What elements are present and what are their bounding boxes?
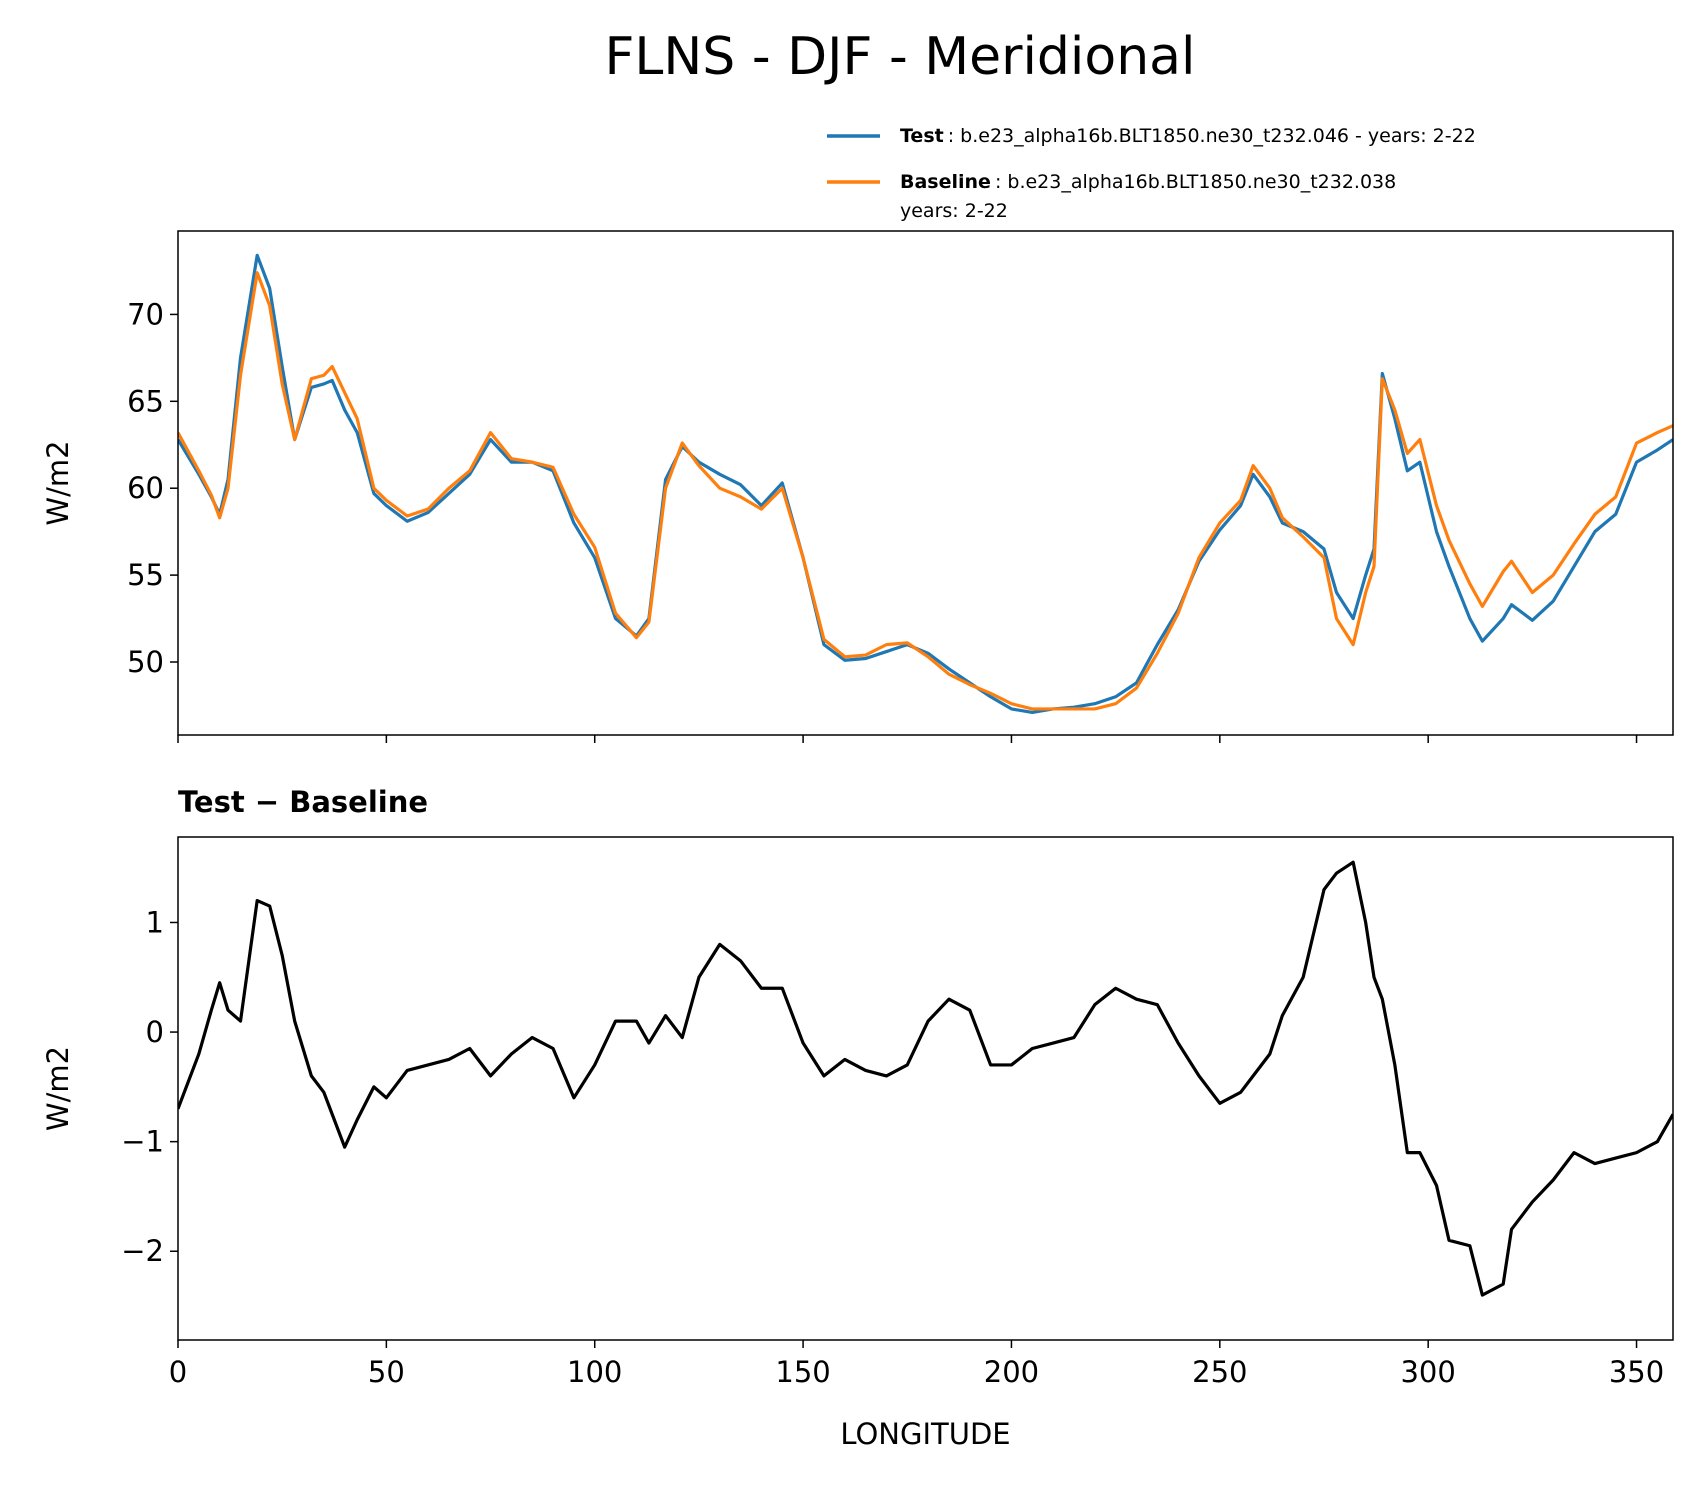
- x-axis-label: LONGITUDE: [840, 1417, 1010, 1451]
- x-tick-label: 100: [567, 1355, 622, 1389]
- y-tick-label: −2: [121, 1234, 164, 1268]
- subplot-title: Test − Baseline: [178, 785, 428, 819]
- y-tick-label: −1: [121, 1125, 164, 1159]
- x-tick-label: 50: [368, 1355, 405, 1389]
- x-tick-label: 200: [984, 1355, 1039, 1389]
- legend-text: : b.e23_alpha16b.BLT1850.ne30_t232.046 -…: [948, 125, 1476, 147]
- x-tick-label: 300: [1400, 1355, 1455, 1389]
- x-tick-label: 350: [1609, 1355, 1664, 1389]
- y-axis-label: W/m2: [41, 440, 75, 525]
- chart-title: FLNS - DJF - Meridional: [605, 27, 1196, 87]
- plot-frame: [177, 230, 1674, 736]
- legend-name: Test: [900, 125, 944, 147]
- legend-entry: Test: b.e23_alpha16b.BLT1850.ne30_t232.0…: [900, 125, 1476, 147]
- y-tick-label: 1: [146, 905, 164, 939]
- legend-name: Baseline: [900, 171, 991, 193]
- legend-entry: Baseline: b.e23_alpha16b.BLT1850.ne30_t2…: [900, 171, 1396, 222]
- y-tick-label: 55: [127, 558, 164, 592]
- y-tick-label: 60: [127, 471, 164, 505]
- x-tick-label: 0: [169, 1355, 187, 1389]
- y-axis-label: W/m2: [41, 1046, 75, 1131]
- y-tick-label: 70: [127, 297, 164, 331]
- x-tick-label: 150: [775, 1355, 830, 1389]
- series-line: [178, 253, 1673, 715]
- y-tick-label: 65: [127, 384, 164, 418]
- legend-text: years: 2-22: [900, 200, 1008, 222]
- plot-frame: [177, 836, 1674, 1341]
- y-tick-label: 0: [146, 1015, 164, 1049]
- series-line: [178, 860, 1673, 1297]
- y-tick-label: 50: [127, 645, 164, 679]
- series-line: [178, 271, 1673, 711]
- legend-text: : b.e23_alpha16b.BLT1850.ne30_t232.038: [995, 171, 1396, 193]
- x-tick-label: 250: [1192, 1355, 1247, 1389]
